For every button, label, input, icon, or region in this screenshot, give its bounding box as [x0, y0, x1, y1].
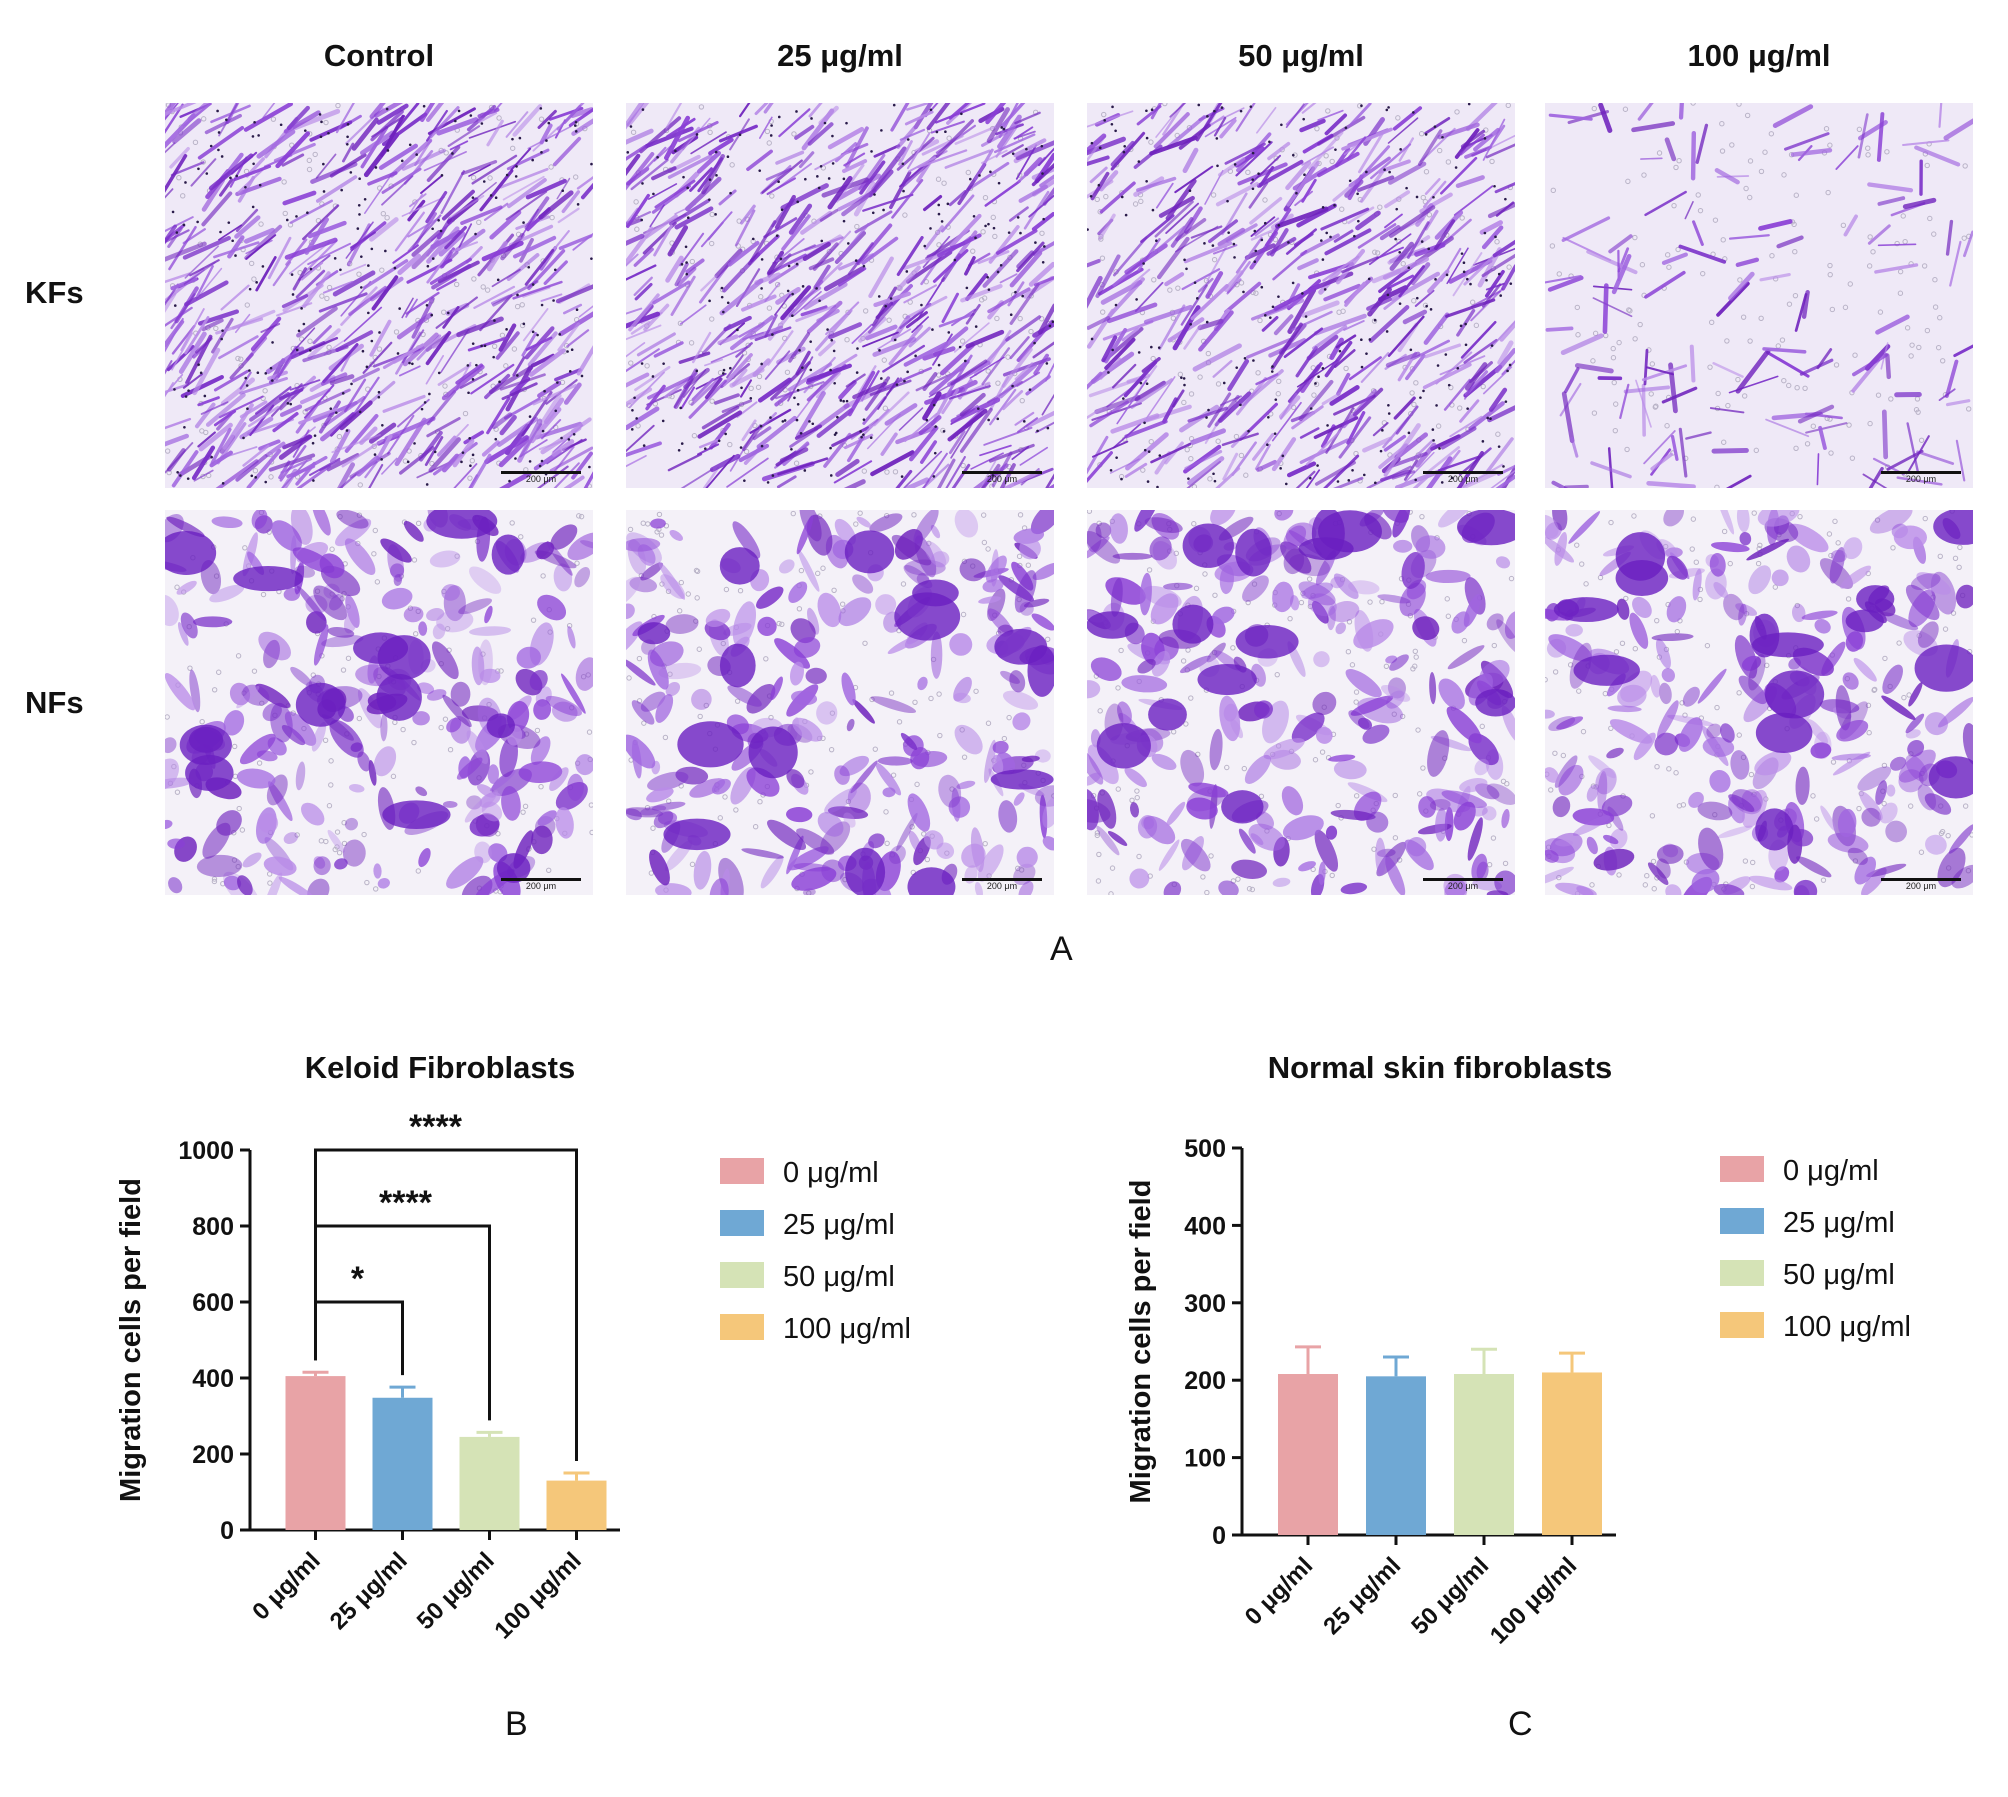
legend-swatch	[720, 1314, 764, 1340]
micrograph-nf-control: 200 μm	[165, 510, 593, 895]
bar	[1366, 1376, 1426, 1535]
micrograph-kf-control: 200 μm	[165, 103, 593, 488]
y-tick-label: 400	[192, 1365, 234, 1393]
y-tick-label: 500	[1184, 1135, 1226, 1163]
chart-c-title: Normal skin fibroblasts	[1267, 1050, 1613, 1085]
legend-label: 0 μg/ml	[1783, 1155, 1879, 1187]
micrograph-kf-100: 200 μm	[1545, 103, 1973, 488]
scale-bar-line	[1423, 471, 1503, 474]
panel-letter-c: C	[1508, 1705, 1533, 1743]
chart-b-title: Keloid Fibroblasts	[304, 1050, 576, 1085]
scale-bar-label: 200 μm	[525, 474, 557, 484]
scale-bar-label: 200 μm	[1905, 881, 1937, 891]
bar	[1278, 1374, 1338, 1535]
y-tick-label: 100	[1184, 1445, 1226, 1473]
legend-swatch	[1720, 1312, 1764, 1338]
significance-bracket	[314, 1300, 404, 1376]
bar	[285, 1376, 346, 1530]
x-tick-label: 50 μg/ml	[412, 1547, 500, 1635]
scale-bar: 200 μm	[1881, 878, 1961, 891]
chart-normal-skin-fibroblasts: 0 100 200 300 400 500 Migration cells per fiel…	[1125, 1135, 1911, 1650]
scale-bar-line	[501, 471, 581, 474]
x-tick-label: 100 μg/ml	[489, 1547, 586, 1644]
legend-label: 50 μg/ml	[783, 1261, 895, 1293]
scale-bar-line	[962, 878, 1042, 881]
column-label-50: 50 μg/ml	[1238, 38, 1364, 73]
x-tick-label: 50 μg/ml	[1406, 1552, 1494, 1640]
x-tick-label: 100 μg/ml	[1485, 1552, 1582, 1649]
y-axis-label: Migration cells per field	[1125, 1180, 1157, 1504]
bar	[372, 1397, 433, 1530]
scale-bar: 200 μm	[1881, 471, 1961, 484]
micrograph-kf-25: 200 μm	[626, 103, 1054, 488]
column-label-25: 25 μg/ml	[777, 38, 903, 73]
scale-bar-label: 200 μm	[986, 881, 1018, 891]
bar	[459, 1436, 520, 1530]
y-tick-label: 0	[220, 1517, 234, 1545]
significance-label: ****	[379, 1184, 433, 1222]
significance-bracket	[314, 1148, 578, 1461]
y-tick-label: 400	[1184, 1212, 1226, 1240]
scale-bar: 200 μm	[962, 878, 1042, 891]
legend-swatch	[720, 1262, 764, 1288]
scale-bar: 200 μm	[1423, 878, 1503, 891]
scale-bar: 200 μm	[1423, 471, 1503, 484]
chart-keloid-fibroblasts: 0 200 400 600 800 1000 Migration cells per fie…	[115, 1108, 911, 1645]
legend-swatch	[1720, 1260, 1764, 1286]
micrograph-nf-50: 200 μm	[1087, 510, 1515, 895]
scale-bar-line	[501, 878, 581, 881]
scale-bar-line	[1881, 878, 1961, 881]
y-axis-label: Migration cells per field	[115, 1178, 147, 1502]
micrograph-kf-50: 200 μm	[1087, 103, 1515, 488]
legend-label: 100 μg/ml	[1783, 1311, 1911, 1343]
column-label-control: Control	[323, 38, 435, 73]
y-tick-label: 800	[192, 1213, 234, 1241]
x-tick-label: 25 μg/ml	[1318, 1552, 1406, 1640]
scale-bar: 200 μm	[501, 878, 581, 891]
scale-bar-label: 200 μm	[1447, 474, 1479, 484]
scale-bar-line	[1881, 471, 1961, 474]
y-tick-label: 0	[1212, 1522, 1226, 1550]
micrograph-nf-100: 200 μm	[1545, 510, 1973, 895]
row-label-kfs: KFs	[25, 275, 84, 310]
legend-label: 50 μg/ml	[1783, 1259, 1895, 1291]
legend-label: 25 μg/ml	[783, 1209, 895, 1241]
panel-letter-b: B	[505, 1705, 528, 1743]
legend-swatch	[720, 1158, 764, 1184]
scale-bar-line	[962, 471, 1042, 474]
x-tick-label: 0 μg/ml	[247, 1547, 326, 1626]
scale-bar-line	[1423, 878, 1503, 881]
legend-label: 100 μg/ml	[783, 1313, 911, 1345]
scale-bar: 200 μm	[962, 471, 1042, 484]
y-tick-label: 1000	[178, 1137, 234, 1165]
micrograph-nf-25: 200 μm	[626, 510, 1054, 895]
legend-swatch	[1720, 1208, 1764, 1234]
scale-bar-label: 200 μm	[525, 881, 557, 891]
x-tick-label: 0 μg/ml	[1240, 1552, 1319, 1631]
scale-bar: 200 μm	[501, 471, 581, 484]
row-label-nfs: NFs	[25, 685, 84, 720]
scale-bar-label: 200 μm	[1905, 474, 1937, 484]
legend-label: 25 μg/ml	[1783, 1207, 1895, 1239]
x-tick-label: 25 μg/ml	[325, 1547, 413, 1635]
y-tick-label: 300	[1184, 1290, 1226, 1318]
legend-label: 0 μg/ml	[783, 1157, 879, 1189]
column-label-100: 100 μg/ml	[1687, 38, 1831, 73]
bar	[1542, 1372, 1602, 1535]
significance-label: *	[351, 1260, 365, 1298]
bar	[1454, 1374, 1514, 1535]
panel-letter-a: A	[1050, 930, 1073, 968]
y-tick-label: 600	[192, 1289, 234, 1317]
y-tick-label: 200	[1184, 1367, 1226, 1395]
scale-bar-label: 200 μm	[986, 474, 1018, 484]
y-tick-label: 200	[192, 1441, 234, 1469]
legend-swatch	[720, 1210, 764, 1236]
bar	[546, 1480, 607, 1530]
significance-label: ****	[409, 1108, 463, 1146]
scale-bar-label: 200 μm	[1447, 881, 1479, 891]
legend-swatch	[1720, 1156, 1764, 1182]
